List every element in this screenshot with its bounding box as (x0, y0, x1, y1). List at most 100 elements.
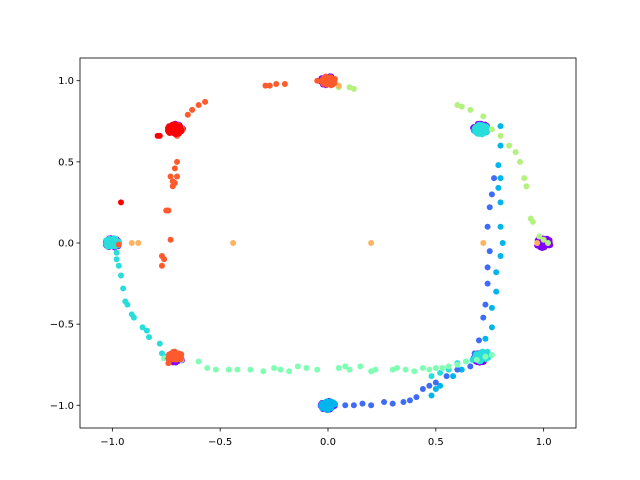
data-point (331, 77, 338, 84)
data-point (260, 368, 267, 375)
data-point (314, 77, 321, 84)
data-point (230, 240, 237, 246)
data-point (495, 184, 502, 191)
data-point (499, 240, 506, 246)
data-point (467, 106, 474, 113)
data-point (128, 240, 135, 246)
data-point (402, 366, 409, 373)
data-point (488, 351, 495, 358)
data-point (482, 353, 489, 360)
data-point (156, 340, 163, 347)
data-point (426, 366, 433, 373)
data-point (488, 126, 495, 133)
data-point (342, 363, 349, 370)
data-point (368, 402, 375, 409)
data-point (323, 404, 330, 411)
data-point (400, 399, 407, 406)
data-point (480, 113, 487, 120)
y-tick-label: −1.0 (50, 401, 74, 412)
data-point (443, 373, 450, 380)
data-point (113, 256, 120, 263)
data-point (146, 334, 153, 341)
y-tick-label: 1.0 (58, 76, 74, 87)
data-point (493, 269, 500, 276)
data-point (117, 272, 124, 279)
data-point (482, 301, 489, 308)
data-point (474, 124, 481, 131)
data-point (202, 98, 209, 105)
data-point (523, 183, 530, 190)
data-point (475, 337, 482, 344)
data-point (419, 386, 426, 393)
data-point (516, 158, 523, 165)
data-point (176, 126, 183, 133)
data-point (426, 382, 433, 389)
data-point (174, 173, 181, 180)
data-point (497, 252, 504, 259)
data-point (357, 363, 364, 370)
data-point (103, 238, 110, 245)
data-point (437, 369, 444, 376)
data-point (445, 363, 452, 370)
data-point (536, 233, 543, 240)
data-point (319, 400, 326, 407)
y-tick-label: 0.0 (58, 239, 74, 250)
data-point (262, 82, 269, 89)
x-tick-label: 0.0 (320, 437, 336, 448)
data-point (497, 142, 504, 149)
data-point (368, 240, 375, 246)
data-point (314, 366, 321, 373)
data-point (169, 353, 176, 360)
data-point (143, 327, 150, 334)
y-tick-label: −0.5 (50, 320, 74, 331)
data-point (195, 358, 202, 365)
data-point (534, 240, 541, 246)
data-point (139, 324, 146, 331)
data-point (540, 236, 547, 243)
data-point (432, 379, 439, 386)
data-point (350, 85, 357, 92)
data-point (169, 183, 176, 190)
data-point (350, 402, 357, 409)
data-point (120, 285, 127, 292)
data-point (484, 280, 491, 287)
x-tick-label: −1.0 (100, 437, 124, 448)
data-point (124, 301, 131, 308)
data-point (521, 175, 528, 182)
data-point (130, 314, 137, 321)
data-point (463, 358, 470, 365)
data-point (165, 207, 172, 214)
data-point (497, 175, 504, 182)
data-point (480, 240, 487, 246)
data-point (458, 366, 465, 373)
data-point (225, 366, 232, 373)
points-layer (103, 73, 554, 414)
data-point (266, 82, 273, 89)
data-point (165, 360, 172, 367)
data-point (204, 364, 211, 371)
data-point (171, 123, 178, 130)
x-tick-label: −0.5 (208, 437, 232, 448)
data-point (115, 262, 122, 269)
data-point (286, 368, 293, 375)
data-point (294, 363, 301, 370)
data-point (497, 123, 504, 130)
data-point (437, 382, 444, 389)
y-axis: −1.0 −0.5 0.0 0.5 1.0 (50, 76, 80, 412)
data-point (544, 240, 551, 246)
data-point (170, 129, 177, 136)
data-point (506, 142, 513, 149)
data-point (167, 236, 174, 243)
data-point (493, 288, 500, 295)
data-point (497, 223, 504, 230)
data-point (389, 400, 396, 407)
data-point (112, 235, 119, 242)
data-point (413, 394, 420, 401)
data-point (271, 364, 278, 371)
data-point (406, 397, 413, 404)
data-point (458, 103, 465, 110)
data-point (486, 248, 493, 255)
data-point (497, 132, 504, 139)
